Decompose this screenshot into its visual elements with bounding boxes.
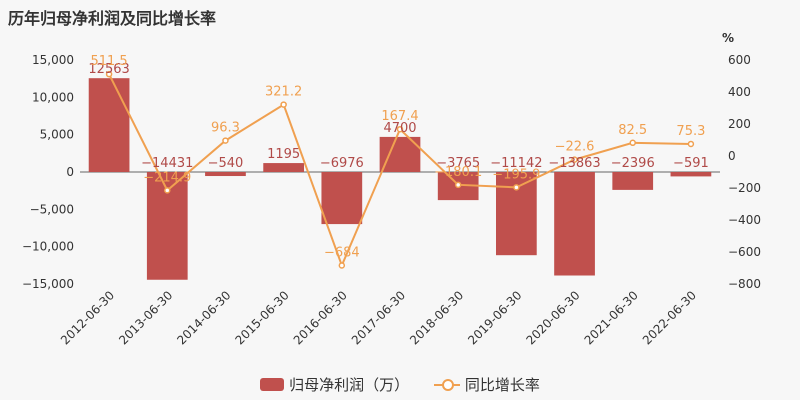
- line-value-label: −195.9: [492, 167, 540, 182]
- bar-profit: [321, 172, 363, 225]
- y-right-tick-label: 400: [728, 85, 751, 99]
- bar-value-label: 12563: [88, 62, 129, 77]
- bar-value-label: −2396: [611, 156, 655, 171]
- y-left-tick-label: 0: [66, 165, 74, 179]
- x-tick-label: 2021-06-30: [582, 288, 641, 347]
- x-tick-label: 2012-06-30: [58, 288, 117, 347]
- point-growth: [396, 125, 404, 133]
- bar-profit: [554, 172, 595, 276]
- y-left-tick-label: −10,000: [22, 240, 74, 254]
- y-right-unit: %: [722, 31, 734, 45]
- y-right-tick-label: 600: [728, 53, 751, 67]
- legend-label-growth: 同比增长率: [464, 376, 540, 394]
- point-growth: [164, 187, 171, 194]
- x-tick-label: 2017-06-30: [349, 288, 408, 347]
- line-value-label: −22.6: [555, 140, 595, 155]
- legend-bar-swatch: [260, 378, 285, 391]
- x-tick-label: 2019-06-30: [465, 288, 524, 347]
- legend-label-profit: 归母净利润（万）: [289, 376, 410, 394]
- line-value-label: −684: [324, 245, 360, 260]
- x-tick-label: 2013-06-30: [116, 288, 175, 347]
- point-growth: [629, 139, 636, 147]
- bar-profit: [670, 172, 712, 177]
- bar-profit: [205, 172, 246, 177]
- point-growth: [454, 181, 462, 189]
- bar-value-label: −11142: [490, 156, 542, 171]
- line-value-label: 167.4: [381, 109, 418, 124]
- y-left-tick-label: 15,000: [32, 53, 74, 67]
- point-growth: [222, 137, 229, 144]
- x-tick-label: 2014-06-30: [174, 288, 233, 347]
- bar-value-label: −14431: [141, 156, 193, 171]
- bar-value-label: 1195: [267, 147, 300, 162]
- bar-profit: [612, 172, 654, 190]
- y-right-tick-label: −200: [728, 181, 761, 195]
- y-left-tick-label: −5,000: [30, 202, 74, 216]
- y-left-tick-label: 10,000: [32, 90, 74, 104]
- bar-value-label: −13863: [548, 156, 600, 171]
- legend-item-profit[interactable]: 归母净利润（万）: [260, 374, 409, 395]
- line-value-label: −214.9: [143, 170, 191, 185]
- y-right-tick-label: −600: [728, 245, 761, 259]
- legend: 归母净利润（万） 同比增长率: [0, 374, 800, 395]
- x-tick-label: 2018-06-30: [407, 288, 466, 347]
- line-value-label: −180.1: [434, 165, 482, 180]
- x-tick-label: 2022-06-30: [640, 288, 699, 347]
- bar-value-label: −540: [208, 156, 244, 171]
- y-left-tick-label: −15,000: [22, 277, 74, 291]
- line-value-label: 82.5: [618, 123, 647, 138]
- point-growth: [105, 70, 113, 78]
- line-value-label: 75.3: [676, 124, 705, 139]
- x-tick-label: 2015-06-30: [233, 288, 292, 347]
- y-right-tick-label: −400: [728, 213, 761, 227]
- line-value-label: 511.5: [90, 54, 127, 69]
- bar-value-label: −6976: [320, 156, 364, 171]
- point-growth: [338, 262, 346, 269]
- y-left-tick-label: 5,000: [40, 128, 74, 142]
- point-growth: [687, 140, 695, 148]
- y-right-tick-label: 0: [728, 149, 736, 163]
- point-growth: [513, 184, 520, 191]
- bar-profit: [263, 163, 304, 172]
- legend-item-growth[interactable]: 同比增长率: [433, 374, 540, 395]
- bar-value-label: 4700: [383, 121, 416, 136]
- point-growth: [280, 101, 287, 108]
- y-right-tick-label: 200: [728, 117, 751, 131]
- bar-profit: [88, 78, 130, 172]
- bar-value-label: −591: [673, 156, 709, 171]
- x-tick-label: 2020-06-30: [523, 288, 582, 347]
- point-growth: [571, 156, 578, 163]
- line-value-label: 96.3: [211, 121, 240, 136]
- legend-line-swatch: [433, 378, 460, 391]
- x-tick-label: 2016-06-30: [291, 288, 350, 347]
- chart-title: 历年归母净利润及同比增长率: [8, 9, 217, 28]
- line-value-label: 321.2: [265, 85, 302, 100]
- y-right-tick-label: −800: [728, 277, 761, 291]
- bar-value-label: −3765: [436, 156, 480, 171]
